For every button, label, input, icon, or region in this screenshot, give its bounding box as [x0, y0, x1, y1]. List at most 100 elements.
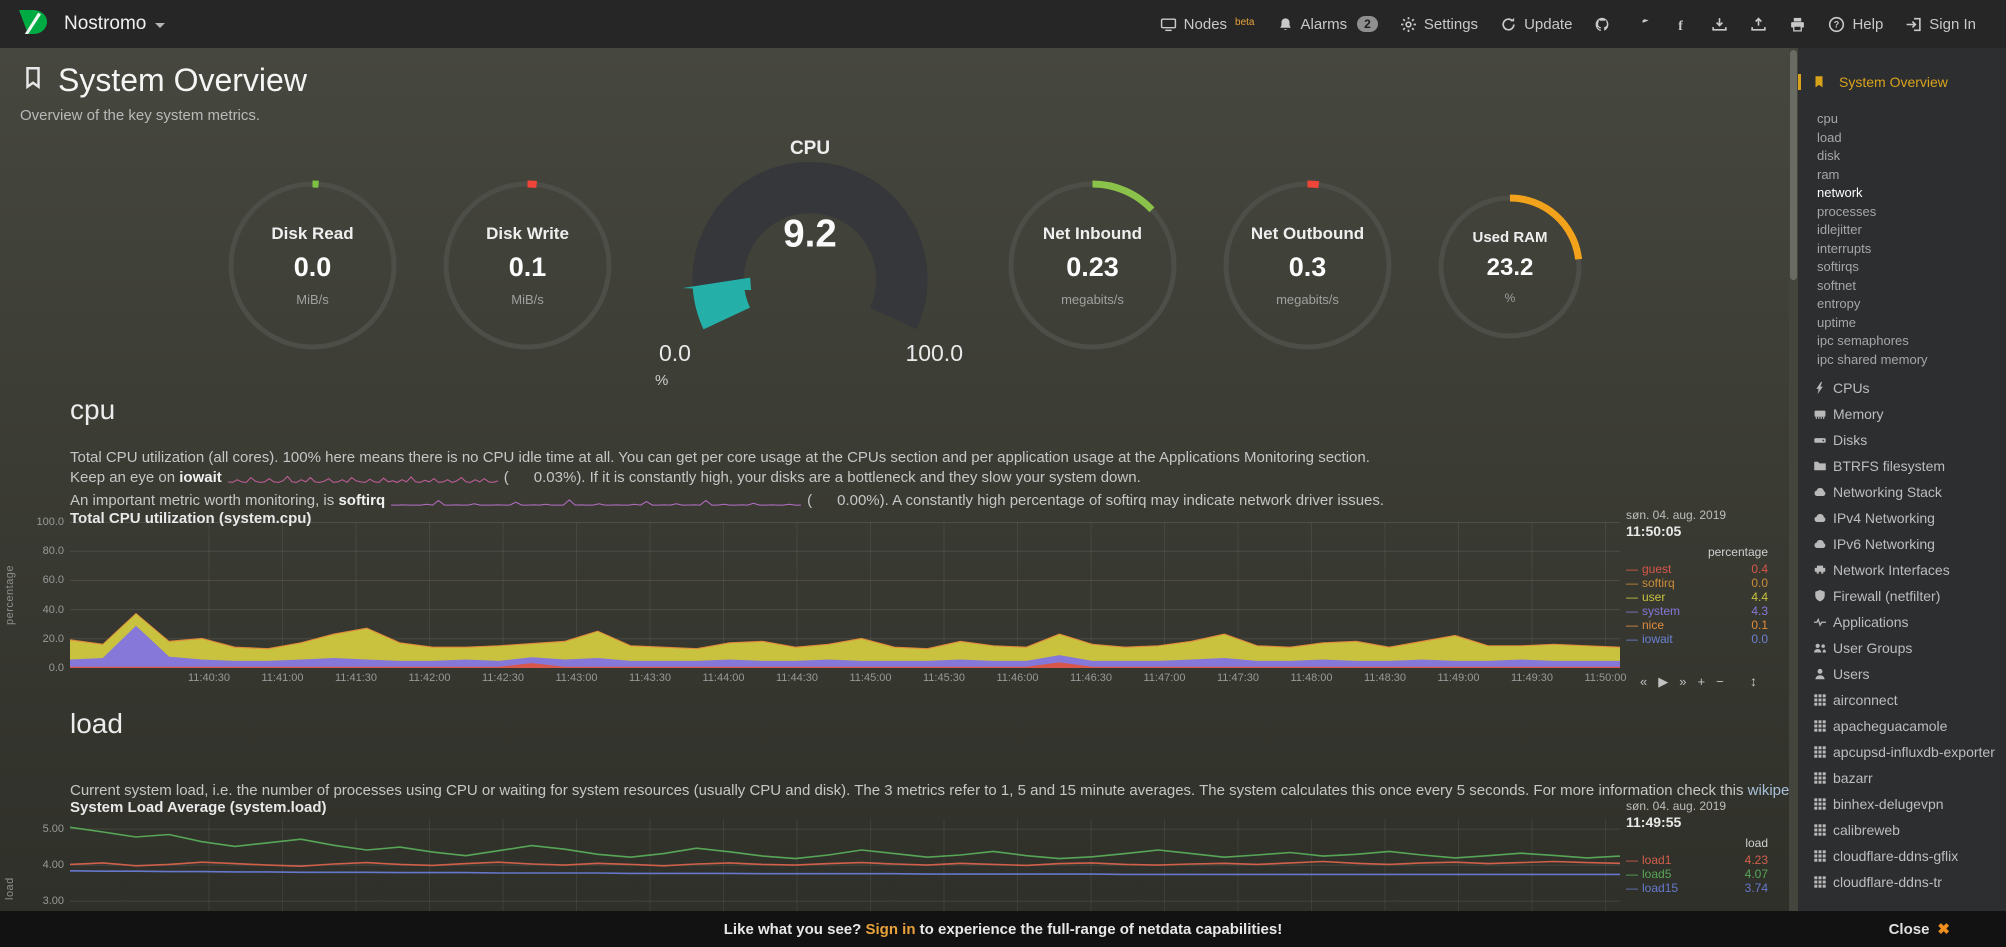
banner-close-button[interactable]: Close ✖: [1889, 920, 1950, 939]
x-tick-label: 11:48:00: [1290, 672, 1333, 684]
sidebar-item-btrfs-filesystem[interactable]: BTRFS filesystem: [1813, 453, 2000, 479]
nav-update-label: Update: [1524, 15, 1573, 33]
nav-twitter[interactable]: [1633, 16, 1650, 33]
sidebar-sub-ipc-shared-memory[interactable]: ipc shared memory: [1817, 351, 1928, 367]
sidebar-item-networking-stack[interactable]: Networking Stack: [1813, 479, 2000, 505]
chart-pan-left-button[interactable]: «: [1640, 674, 1648, 689]
node-dropdown[interactable]: Nostromo: [64, 13, 166, 35]
legend-series-softirq[interactable]: — softirq 0.0: [1626, 576, 1768, 590]
gauge-cpu[interactable]: CPU 9.2 0.0 100.0%: [655, 138, 965, 396]
sidebar-item-users[interactable]: Users: [1813, 661, 2000, 687]
chart-plot-area[interactable]: [69, 819, 1621, 947]
sidebar-item-memory[interactable]: Memory: [1813, 401, 2000, 427]
banner-signin-link[interactable]: Sign in: [865, 920, 916, 938]
folder-icon: [1813, 459, 1833, 473]
sidebar-sub-uptime[interactable]: uptime: [1817, 314, 1857, 330]
sidebar-item-applications[interactable]: Applications: [1813, 609, 2000, 635]
cloud-icon: [1813, 511, 1833, 525]
sidebar-sub-ipc-semaphores[interactable]: ipc semaphores: [1817, 333, 1909, 348]
nav-signin[interactable]: Sign In: [1905, 16, 1976, 33]
nav-help[interactable]: ? Help: [1828, 16, 1883, 33]
nav-export-snapshot[interactable]: [1711, 16, 1728, 33]
y-tick-label: 20.0: [42, 632, 64, 645]
nav-print[interactable]: [1789, 16, 1806, 33]
gauge-text: Disk Write 0.1 MiB/s: [440, 178, 615, 353]
gauge-disk-write[interactable]: Disk Write 0.1 MiB/s: [440, 178, 615, 353]
legend-series-system[interactable]: — system 4.3: [1626, 604, 1768, 618]
sidebar-item-firewall-netfilter-[interactable]: Firewall (netfilter): [1813, 583, 2000, 609]
signin-banner: Like what you see? Sign in to experience…: [0, 911, 2006, 947]
nav-import-snapshot[interactable]: [1750, 16, 1767, 33]
softirq-sparkline[interactable]: [391, 493, 802, 514]
sidebar-sub-network[interactable]: network: [1817, 185, 1863, 200]
nav-github[interactable]: [1594, 16, 1611, 33]
sidebar-item-bazarr[interactable]: bazarr: [1813, 765, 2000, 791]
x-tick-label: 11:43:00: [555, 672, 598, 684]
chart-plot-area[interactable]: [69, 522, 1621, 669]
sidebar-item-system-overview[interactable]: System Overview: [1798, 74, 2000, 90]
legend-series-nice[interactable]: — nice 0.1: [1626, 618, 1768, 632]
grid-icon: [1813, 745, 1833, 759]
sidebar-sub-cpu[interactable]: cpu: [1817, 111, 1838, 126]
legend-series-iowait[interactable]: — iowait 0.0: [1626, 632, 1768, 646]
page-scrollbar[interactable]: [1789, 48, 1798, 947]
sidebar-sub-processes[interactable]: processes: [1817, 203, 1877, 219]
sidebar-item-network-interfaces[interactable]: Network Interfaces: [1813, 557, 2000, 583]
sidebar-item-binhex-delugevpn[interactable]: binhex-delugevpn: [1813, 791, 2000, 817]
gauge-unit: %: [1504, 291, 1516, 305]
cpu-description-2: Keep an eye on iowait ( 0.03%). If it is …: [70, 468, 1615, 491]
hdd-icon: [1813, 433, 1833, 447]
sidebar-sub-ram[interactable]: ram: [1817, 166, 1840, 182]
sidebar-sub-softirqs[interactable]: softirqs: [1817, 259, 1859, 274]
legend-series-load5[interactable]: — load5 4.07: [1626, 867, 1768, 881]
legend-series-load1[interactable]: — load1 4.23: [1626, 853, 1768, 867]
legend-series-load15[interactable]: — load15 3.74: [1626, 881, 1768, 895]
nav-alarms-label: Alarms: [1300, 15, 1348, 33]
gauge-disk-read[interactable]: Disk Read 0.0 MiB/s: [225, 178, 400, 353]
sidebar-item-airconnect[interactable]: airconnect: [1813, 687, 2000, 713]
x-tick-label: 11:44:00: [702, 672, 745, 684]
sidebar-item-disks[interactable]: Disks: [1813, 427, 2000, 453]
sidebar-item-apcupsd-influxdb-exporter[interactable]: apcupsd-influxdb-exporter: [1813, 739, 2000, 765]
sidebar-item-ipv4-networking[interactable]: IPv4 Networking: [1813, 505, 2000, 531]
sidebar-item-cloudflare-ddns-gflix[interactable]: cloudflare-ddns-gflix: [1813, 843, 2000, 869]
sidebar-item-cloudflare-ddns-tr[interactable]: cloudflare-ddns-tr: [1813, 869, 2000, 895]
gauge-net-outbound[interactable]: Net Outbound 0.3 megabits/s: [1220, 178, 1395, 353]
nav-nodes[interactable]: Nodes beta: [1160, 16, 1255, 33]
nav-alarms[interactable]: Alarms 2: [1277, 16, 1378, 33]
chart-zoom-out-button[interactable]: −: [1716, 674, 1724, 689]
chart-resize-handle[interactable]: ↕: [1750, 673, 1757, 689]
chart-zoom-in-button[interactable]: +: [1697, 674, 1706, 689]
gauge-used-ram[interactable]: Used RAM 23.2%: [1435, 192, 1585, 342]
legend-series-user[interactable]: — user 4.4: [1626, 590, 1768, 604]
sidebar-item-calibreweb[interactable]: calibreweb: [1813, 817, 2000, 843]
gauge-net-inbound[interactable]: Net Inbound 0.23 megabits/s: [1005, 178, 1180, 353]
sidebar-item-apacheguacamole[interactable]: apacheguacamole: [1813, 713, 2000, 739]
x-tick-label: 11:42:00: [408, 672, 451, 684]
legend-series-guest[interactable]: — guest 0.4: [1626, 562, 1768, 576]
sidebar-item-ipv6-networking[interactable]: IPv6 Networking: [1813, 531, 2000, 557]
nav-settings[interactable]: Settings: [1400, 16, 1478, 33]
nav-update[interactable]: Update: [1500, 16, 1572, 33]
scrollbar-thumb[interactable]: [1790, 50, 1797, 280]
sidebar-sub-entropy[interactable]: entropy: [1817, 296, 1861, 311]
iowait-sparkline[interactable]: [227, 470, 498, 491]
y-tick-label: 100.0: [36, 516, 64, 528]
sidebar-sub-disk[interactable]: disk: [1817, 148, 1841, 163]
sidebar-sub-softnet[interactable]: softnet: [1817, 277, 1857, 293]
sidebar-item-cpus[interactable]: CPUs: [1813, 375, 2000, 401]
chart-pan-right-button[interactable]: »: [1679, 674, 1687, 689]
y-tick-label: 4.00: [42, 859, 64, 872]
chart-legend-rows: — load1 4.23 — load5 4.07 — load15 3.74: [1626, 853, 1768, 895]
sidebar-item-user-groups[interactable]: User Groups: [1813, 635, 2000, 661]
chart-toolbar: « ▶ » + −: [1640, 674, 1724, 690]
sidebar-sub-idlejitter[interactable]: idlejitter: [1817, 222, 1862, 237]
y-tick-label: 3.00: [42, 895, 64, 908]
chart-play-button[interactable]: ▶: [1658, 674, 1669, 689]
netdata-logo[interactable]: [16, 8, 50, 41]
sidebar-sub-interrupts[interactable]: interrupts: [1817, 240, 1872, 256]
wikipedia-link[interactable]: wikipedia article: [1747, 782, 1798, 799]
sidebar-sub-load[interactable]: load: [1817, 129, 1842, 145]
nav-facebook[interactable]: f: [1672, 16, 1689, 33]
text: to experience the full-range of netdata …: [915, 920, 1283, 938]
